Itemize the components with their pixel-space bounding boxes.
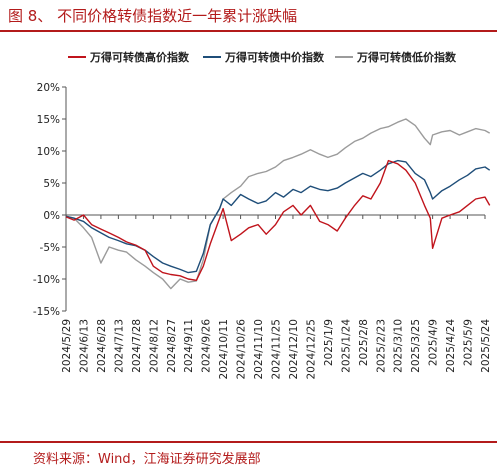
- x-tick-label: 2024/7/13: [113, 319, 125, 373]
- legend-label: 万得可转债高价指数: [89, 50, 190, 64]
- x-tick-label: 2024/12/25: [305, 319, 317, 380]
- y-tick-label: 0%: [43, 210, 60, 222]
- x-tick-label: 2024/5/29: [61, 319, 73, 373]
- x-tick-label: 2024/11/10: [253, 319, 265, 380]
- x-tick-label: 2025/4/9: [428, 319, 440, 366]
- series-line-1: [65, 159, 491, 281]
- x-tick-label: 2025/5/24: [480, 319, 492, 373]
- x-tick-label: 2024/8/27: [166, 319, 178, 373]
- title-rule: [0, 30, 497, 32]
- x-tick-label: 2025/2/23: [375, 319, 387, 373]
- x-tick-label: 2024/8/12: [148, 319, 160, 373]
- x-tick-label: 2024/9/26: [201, 319, 213, 373]
- series-line-3: [65, 118, 491, 290]
- y-tick-label: 10%: [37, 146, 60, 158]
- x-tick-label: 2024/6/13: [78, 319, 90, 373]
- x-tick-label: 2024/10/11: [218, 319, 230, 380]
- y-tick-label: -5%: [40, 242, 60, 254]
- x-tick-label: 2024/12/10: [288, 319, 300, 380]
- y-tick-label: -15%: [33, 306, 60, 318]
- x-axis: 2024/5/29 2024/6/13 2024/6/28 2024/7/13 2024…: [61, 214, 492, 380]
- y-tick-label: 5%: [43, 178, 60, 190]
- figure-title: 图 8、 不同价格转债指数近一年累计涨跌幅: [8, 7, 298, 25]
- chart-legend: 万得可转债高价指数 万得可转债中价指数 万得可转债低价指数: [68, 50, 457, 64]
- legend-label: 万得可转债低价指数: [356, 50, 457, 64]
- series-lines: [65, 118, 491, 290]
- y-tick-label: 15%: [37, 114, 60, 126]
- x-tick-label: 2024/11/25: [271, 319, 283, 380]
- series-line-2: [65, 159, 491, 274]
- y-axis: 20% 15% 10% 5% 0% -5% -10% -15%: [33, 82, 67, 318]
- x-tick-label: 2024/6/28: [96, 319, 108, 373]
- source-rule: [0, 441, 497, 443]
- x-tick-label: 2025/4/24: [445, 319, 457, 373]
- x-tick-label: 2025/3/25: [410, 319, 422, 373]
- line-chart: 万得可转债高价指数 万得可转债中价指数 万得可转债低价指数 20% 15% 10% 5% 0…: [33, 50, 492, 380]
- x-tick-label: 2025/1/24: [340, 319, 352, 373]
- source-note: 资料来源：Wind，江海证券研究发展部: [33, 452, 261, 467]
- x-tick-label: 2024/10/26: [236, 319, 248, 380]
- x-tick-label: 2025/2/8: [358, 319, 370, 366]
- x-tick-label: 2024/9/11: [183, 319, 195, 373]
- y-tick-label: 20%: [37, 82, 60, 94]
- x-tick-label: 2024/7/28: [131, 319, 143, 373]
- legend-label: 万得可转债中价指数: [224, 50, 325, 64]
- y-tick-label: -10%: [33, 274, 60, 286]
- x-tick-label: 2025/3/10: [393, 319, 405, 373]
- x-tick-label: 2025/5/9: [463, 319, 475, 366]
- x-tick-label: 2025/1/9: [323, 319, 335, 366]
